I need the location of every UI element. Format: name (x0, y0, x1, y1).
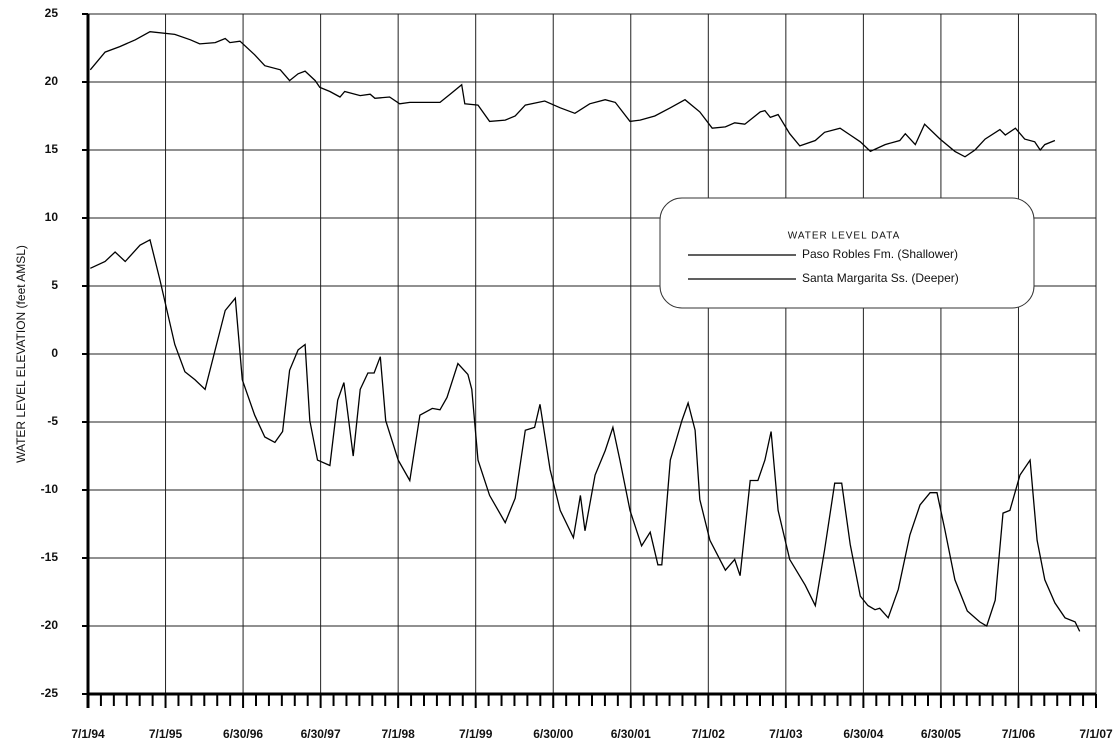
y-tick-label: 10 (45, 210, 59, 224)
legend-box (659, 197, 1035, 309)
x-tick-label: 7/1/02 (692, 727, 726, 741)
y-tick-label: 5 (51, 278, 58, 292)
data-line (89, 31, 1056, 158)
y-tick-label: -15 (41, 550, 59, 564)
x-tick-label: 6/30/01 (611, 727, 651, 741)
y-tick-label: -25 (41, 686, 59, 700)
x-tick-label: 6/30/97 (301, 727, 341, 741)
x-tick-label: 7/1/07 (1079, 727, 1113, 741)
y-axis-label: WATER LEVEL ELEVATION (feet AMSL) (14, 245, 28, 463)
x-tick-label: 7/1/06 (1002, 727, 1036, 741)
legend-label: Santa Margarita Ss. (Deeper) (802, 271, 959, 285)
x-tick-label: 7/1/99 (459, 727, 493, 741)
y-tick-label: -5 (47, 414, 58, 428)
x-tick-label: 7/1/98 (381, 727, 415, 741)
legend-label: Paso Robles Fm. (Shallower) (802, 247, 958, 261)
y-tick-label: -20 (41, 618, 59, 632)
y-tick-label: 20 (45, 74, 59, 88)
y-tick-label: -10 (41, 482, 59, 496)
data-line (90, 238, 1081, 632)
x-tick-label: 7/1/03 (769, 727, 803, 741)
y-tick-label: 0 (51, 346, 58, 360)
x-tick-label: 6/30/96 (223, 727, 263, 741)
y-tick-label: 25 (45, 6, 59, 20)
legend: WATER LEVEL DATA Paso Robles Fm. (Shallow… (659, 197, 1035, 309)
legend-title: WATER LEVEL DATA (788, 231, 901, 242)
x-tick-label: 7/1/95 (149, 727, 183, 741)
x-tick-label: 6/30/04 (843, 727, 883, 741)
y-tick-label: 15 (45, 142, 59, 156)
x-tick-label: 6/30/05 (921, 727, 961, 741)
x-tick-label: 6/30/00 (533, 727, 573, 741)
x-tick-label: 7/1/94 (71, 727, 105, 741)
